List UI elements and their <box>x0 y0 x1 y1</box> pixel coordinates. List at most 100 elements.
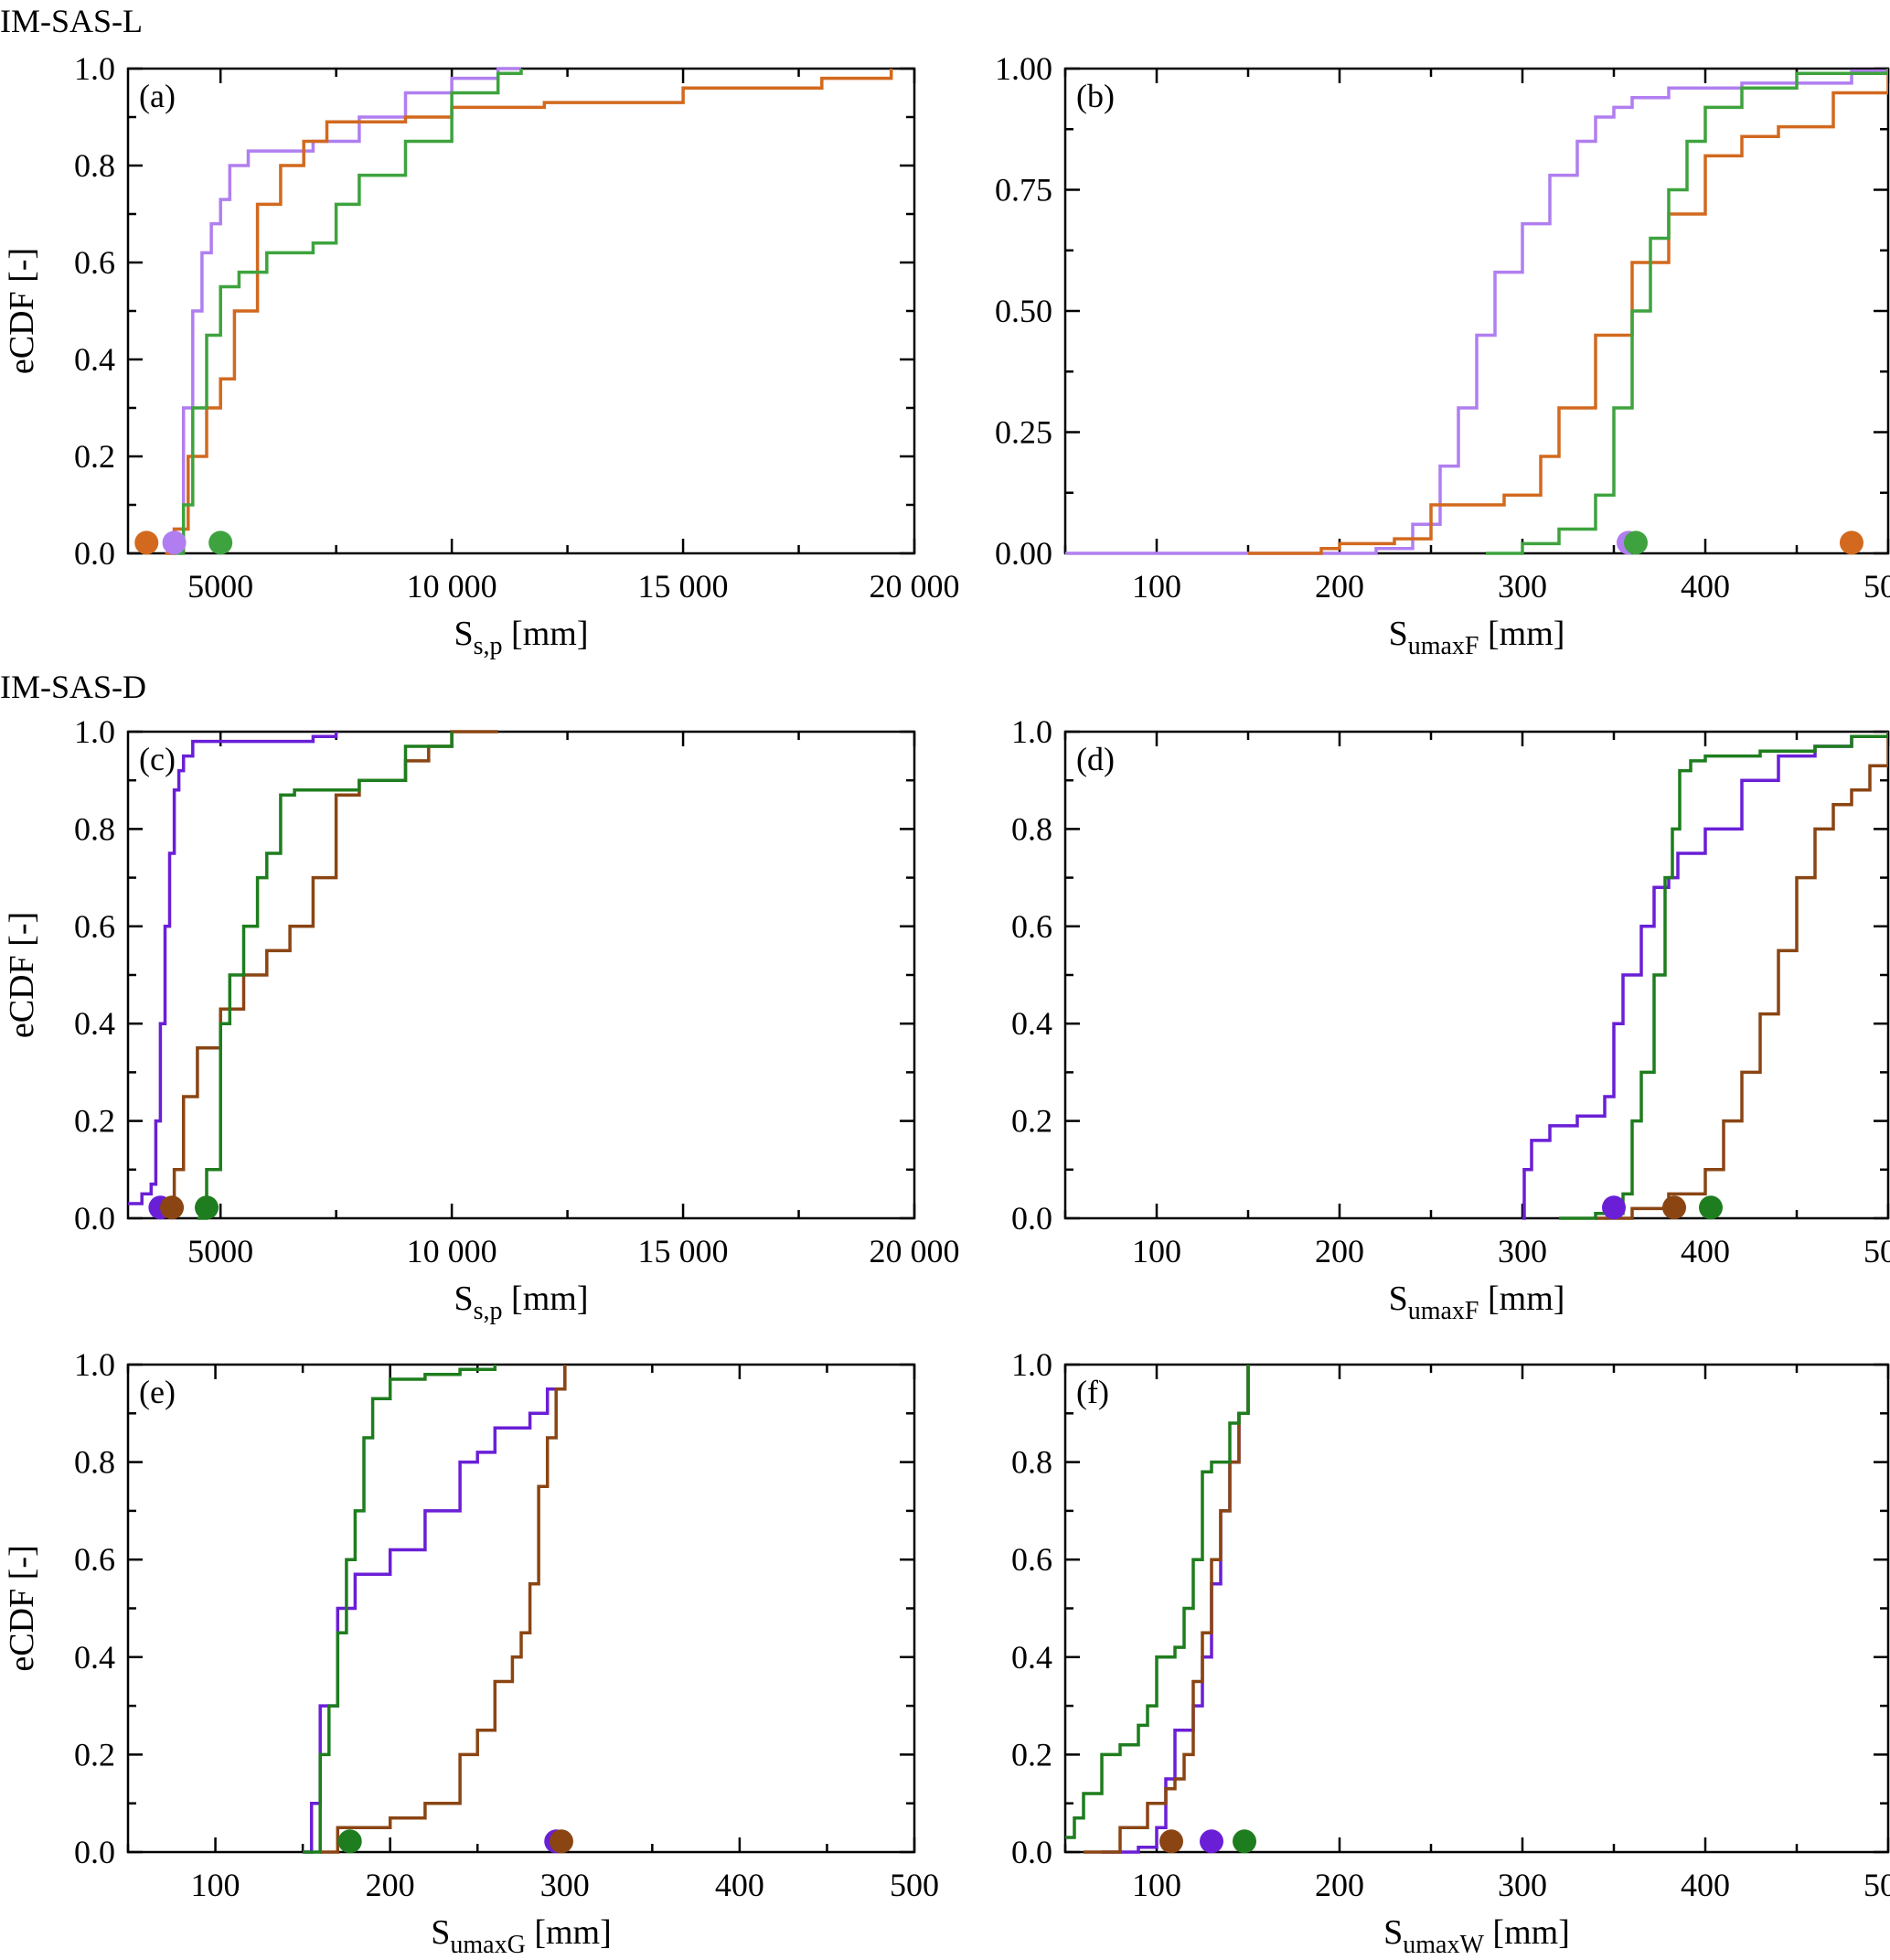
x-axis-label: SumaxW [mm] <box>1383 1913 1570 1959</box>
series-marker-orange <box>134 530 159 555</box>
x-axis-label-main: S <box>1383 1913 1403 1952</box>
panel-d: 100 200 300 400 500 0.0 0.2 0.4 0.6 0.8 1.0 (d) Suma… <box>1011 713 1890 1325</box>
y-tick-label: 0.6 <box>74 1541 115 1578</box>
x-axis-label-unit: [mm] <box>1479 1280 1564 1318</box>
y-axis-label: eCDF [-] <box>3 1545 41 1671</box>
x-tick-label: 10 000 <box>407 568 497 605</box>
series-line-green_dark <box>303 1365 497 1854</box>
x-axis-label-unit: [mm] <box>503 1280 589 1318</box>
panel-a: 5000 10 000 15 000 20 000 0.0 0.2 0.4 0.6 0.8 1.0… <box>3 50 960 660</box>
series-line-green_dark <box>1559 732 1888 1220</box>
x-axis-label: SumaxF [mm] <box>1389 615 1565 660</box>
x-axis-label: SumaxF [mm] <box>1389 1280 1565 1325</box>
y-tick-label: 1.0 <box>74 50 115 87</box>
y-tick-label: 0.0 <box>1011 1200 1052 1237</box>
series-line-purple <box>303 1365 567 1854</box>
series-line-brown <box>1596 732 1888 1220</box>
x-tick-label: 100 <box>191 1867 240 1903</box>
y-tick-label: 0.2 <box>74 438 115 475</box>
y-tick-label: 0.0 <box>74 1200 115 1237</box>
y-tick-label: 1.0 <box>74 1346 115 1383</box>
series-marker-green_dark <box>195 1195 219 1220</box>
y-tick-label: 0.2 <box>74 1736 115 1773</box>
series-marker-brown <box>1662 1195 1686 1220</box>
x-axis-label-main: S <box>1389 615 1408 653</box>
panel-b: 100 200 300 400 500 0.00 0.25 0.50 0.75 1.00 (b) Su… <box>995 50 1890 660</box>
y-tick-label: 0.50 <box>995 293 1052 329</box>
heading-im-sas-l: IM-SAS-L <box>0 3 144 39</box>
y-tick-label: 0.4 <box>74 341 115 378</box>
y-tick-label: 1.00 <box>995 50 1052 87</box>
y-tick-label: 0.4 <box>1011 1639 1052 1676</box>
panel-letter: (c) <box>139 741 176 777</box>
panel-f: 100 200 300 400 500 0.0 0.2 0.4 0.6 0.8 1.0 (f) Suma… <box>1011 1346 1890 1959</box>
x-tick-label: 20 000 <box>870 1233 960 1269</box>
y-tick-label: 1.0 <box>1011 1346 1052 1383</box>
series-marker-purple <box>1200 1829 1223 1854</box>
x-axis-label-main: S <box>431 1913 450 1952</box>
x-axis-label-main: S <box>454 615 474 653</box>
series-line-orange <box>1248 69 1888 555</box>
series-marker-orange <box>1840 530 1863 555</box>
series-line-brown <box>320 1365 567 1854</box>
x-tick-label: 100 <box>1132 568 1181 605</box>
y-tick-label: 0.8 <box>74 147 115 184</box>
x-tick-label: 500 <box>1863 568 1890 605</box>
x-tick-label: 5000 <box>187 1233 253 1269</box>
x-tick-label: 200 <box>1315 1867 1364 1903</box>
series-line-purple <box>128 732 338 1205</box>
x-tick-label: 500 <box>1863 1867 1890 1903</box>
x-tick-label: 200 <box>366 1867 415 1903</box>
x-axis-label-main: S <box>454 1280 474 1318</box>
x-tick-label: 15 000 <box>638 1233 729 1269</box>
y-tick-label: 0.2 <box>1011 1736 1052 1773</box>
y-tick-label: 0.6 <box>74 244 115 281</box>
series-marker-brown <box>549 1829 573 1854</box>
y-tick-label: 0.0 <box>1011 1834 1052 1870</box>
y-tick-label: 0.6 <box>1011 1541 1052 1578</box>
panel-letter: (d) <box>1076 741 1115 777</box>
series-line-purple <box>1522 732 1888 1220</box>
y-tick-label: 1.0 <box>1011 713 1052 750</box>
y-tick-label: 0.4 <box>74 1639 115 1676</box>
x-tick-label: 500 <box>1863 1233 1890 1269</box>
y-tick-label: 0.0 <box>74 535 115 572</box>
x-tick-label: 15 000 <box>638 568 729 605</box>
y-tick-label: 0.2 <box>74 1103 115 1140</box>
x-tick-label: 400 <box>715 1867 764 1903</box>
plot-frame <box>126 1363 916 1854</box>
series-marker-lilac <box>162 530 187 555</box>
y-tick-label: 0.00 <box>995 535 1052 572</box>
y-tick-label: 0.25 <box>995 414 1052 451</box>
x-tick-label: 400 <box>1681 1867 1730 1903</box>
y-tick-label: 0.4 <box>1011 1005 1052 1042</box>
x-axis-label: Ss,p [mm] <box>454 615 589 660</box>
x-axis-label-subscript: s,p <box>474 632 503 660</box>
series-marker-green_light <box>1624 530 1648 555</box>
series-line-orange <box>165 69 893 555</box>
x-axis-label-subscript: umaxW <box>1403 1931 1484 1959</box>
panel-letter: (b) <box>1076 78 1115 114</box>
x-tick-label: 20 000 <box>870 568 960 605</box>
x-axis-label-subscript: umaxF <box>1408 1297 1479 1325</box>
x-tick-label: 200 <box>1315 1233 1364 1269</box>
x-tick-label: 300 <box>1498 1233 1547 1269</box>
series-line-brown <box>169 730 498 1216</box>
x-axis-label: SumaxG [mm] <box>431 1913 612 1959</box>
y-axis-label: eCDF [-] <box>3 912 41 1038</box>
y-tick-label: 0.6 <box>74 908 115 945</box>
y-tick-label: 0.2 <box>1011 1103 1052 1140</box>
x-tick-label: 500 <box>890 1867 939 1903</box>
panel-c: 5000 10 000 15 000 20 000 0.0 0.2 0.4 0.6 0.8 1.0… <box>3 713 960 1325</box>
y-axis-label: eCDF [-] <box>3 248 41 374</box>
x-axis-label: Ss,p [mm] <box>454 1280 589 1325</box>
x-tick-label: 10 000 <box>407 1233 497 1269</box>
y-tick-label: 0.8 <box>1011 810 1052 847</box>
y-tick-label: 1.0 <box>74 713 115 750</box>
y-tick-label: 0.75 <box>995 172 1052 209</box>
series-marker-brown <box>160 1195 185 1220</box>
panel-letter: (a) <box>139 78 176 114</box>
series-marker-green_light <box>208 530 233 555</box>
x-tick-label: 300 <box>1498 1867 1547 1903</box>
